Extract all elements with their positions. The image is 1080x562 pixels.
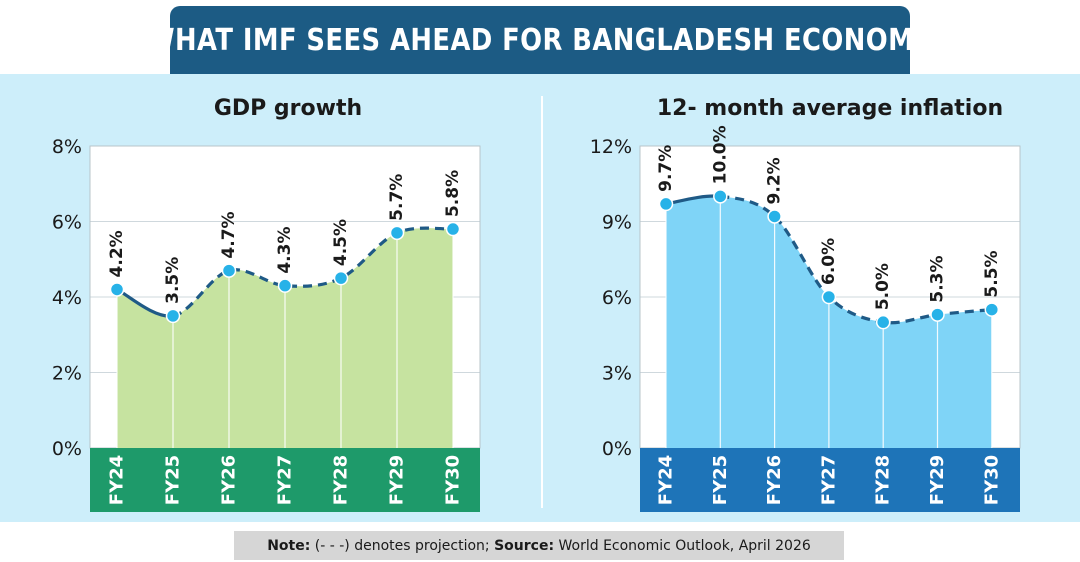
y-tick-label: 0% bbox=[52, 438, 82, 460]
source-label: Source: bbox=[494, 537, 555, 554]
x-tick-label: FY26 bbox=[219, 455, 240, 505]
y-tick-label: 8% bbox=[52, 136, 82, 158]
data-label: 4.3% bbox=[275, 227, 295, 274]
x-tick-label: FY28 bbox=[331, 455, 352, 505]
data-point bbox=[875, 314, 891, 330]
x-tick-label: FY25 bbox=[710, 455, 731, 505]
data-label: 5.0% bbox=[873, 263, 893, 310]
y-tick-label: 4% bbox=[52, 287, 82, 309]
title-banner: WHAT IMF SEES AHEAD FOR BANGLADESH ECONO… bbox=[146, 6, 933, 74]
data-label: 5.7% bbox=[387, 174, 407, 221]
data-point bbox=[713, 189, 728, 204]
data-label: 9.7% bbox=[656, 145, 676, 192]
data-point bbox=[221, 263, 237, 278]
data-label: 5.8% bbox=[443, 170, 463, 217]
data-label: 5.3% bbox=[928, 255, 948, 302]
data-point bbox=[984, 302, 1000, 317]
x-tick-label: FY28 bbox=[873, 455, 894, 505]
data-point bbox=[109, 282, 125, 297]
data-label: 9.2% bbox=[765, 157, 785, 204]
note-label: Note: bbox=[267, 537, 311, 554]
x-axis-band bbox=[640, 448, 1020, 512]
x-tick-label: FY30 bbox=[981, 455, 1002, 505]
data-point bbox=[389, 225, 405, 241]
data-point bbox=[767, 209, 782, 224]
data-point bbox=[445, 221, 461, 237]
y-tick-label: 9% bbox=[602, 212, 632, 234]
x-tick-label: FY27 bbox=[275, 455, 296, 505]
note-text: (- - -) denotes projection; bbox=[310, 537, 495, 554]
data-point bbox=[658, 196, 674, 212]
data-label: 6.0% bbox=[819, 238, 839, 285]
y-tick-label: 0% bbox=[602, 438, 632, 460]
data-point bbox=[333, 270, 349, 286]
data-label: 4.5% bbox=[331, 219, 351, 266]
x-tick-label: FY24 bbox=[107, 455, 128, 505]
y-tick-label: 6% bbox=[602, 287, 632, 309]
x-axis-band bbox=[90, 448, 480, 512]
page-title: WHAT IMF SEES AHEAD FOR BANGLADESH ECONO… bbox=[146, 22, 934, 58]
source-text: World Economic Outlook, April 2026 bbox=[554, 537, 811, 554]
x-tick-label: FY27 bbox=[818, 455, 839, 505]
data-point bbox=[821, 289, 837, 305]
x-tick-label: FY30 bbox=[443, 455, 464, 505]
y-tick-label: 12% bbox=[590, 136, 632, 158]
data-label: 3.5% bbox=[163, 257, 183, 304]
data-label: 4.2% bbox=[107, 230, 127, 277]
y-tick-label: 6% bbox=[52, 212, 82, 234]
gdp-chart-title: GDP growth bbox=[213, 96, 363, 121]
data-point bbox=[930, 307, 945, 322]
footnote: Note: (- - -) denotes projection; Source… bbox=[234, 531, 844, 560]
x-tick-label: FY25 bbox=[163, 455, 184, 505]
y-tick-label: 2% bbox=[52, 363, 82, 385]
x-tick-label: FY24 bbox=[656, 455, 677, 505]
x-tick-label: FY29 bbox=[927, 455, 948, 505]
y-tick-label: 3% bbox=[602, 363, 632, 385]
data-label: 5.5% bbox=[982, 250, 1002, 297]
data-label: 4.7% bbox=[219, 211, 239, 258]
data-point bbox=[277, 278, 293, 293]
data-point bbox=[165, 308, 181, 324]
data-label: 10.0% bbox=[710, 125, 730, 184]
x-tick-label: FY29 bbox=[387, 455, 408, 505]
inflation-chart-title: 12- month average inflation bbox=[656, 96, 1004, 121]
x-tick-label: FY26 bbox=[764, 455, 785, 505]
panel-divider bbox=[541, 96, 543, 508]
